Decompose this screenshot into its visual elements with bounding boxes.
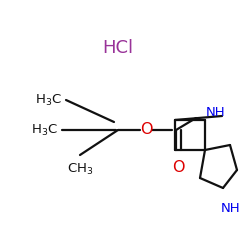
Text: NH: NH xyxy=(206,106,226,118)
Text: H$_3$C: H$_3$C xyxy=(31,122,58,138)
Text: O: O xyxy=(140,122,152,136)
Text: CH$_3$: CH$_3$ xyxy=(67,162,93,177)
Text: H$_3$C: H$_3$C xyxy=(35,92,62,108)
Text: O: O xyxy=(172,160,184,175)
Text: NH: NH xyxy=(221,202,241,215)
Text: HCl: HCl xyxy=(102,39,134,57)
